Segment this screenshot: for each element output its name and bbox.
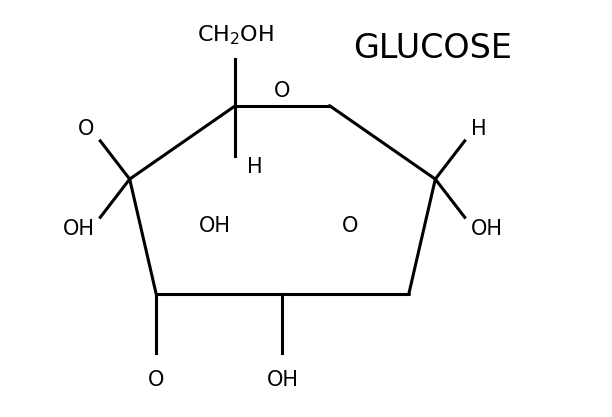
Text: OH: OH xyxy=(62,219,94,239)
Text: H: H xyxy=(247,157,263,177)
Text: CH$_2$OH: CH$_2$OH xyxy=(197,23,274,47)
Text: H: H xyxy=(471,119,486,139)
Text: O: O xyxy=(342,216,358,236)
Text: O: O xyxy=(148,370,164,390)
Text: OH: OH xyxy=(266,370,299,390)
Text: GLUCOSE: GLUCOSE xyxy=(353,32,512,65)
Text: O: O xyxy=(78,119,94,139)
Text: OH: OH xyxy=(471,219,502,239)
Text: O: O xyxy=(274,81,291,101)
Text: OH: OH xyxy=(199,216,231,236)
